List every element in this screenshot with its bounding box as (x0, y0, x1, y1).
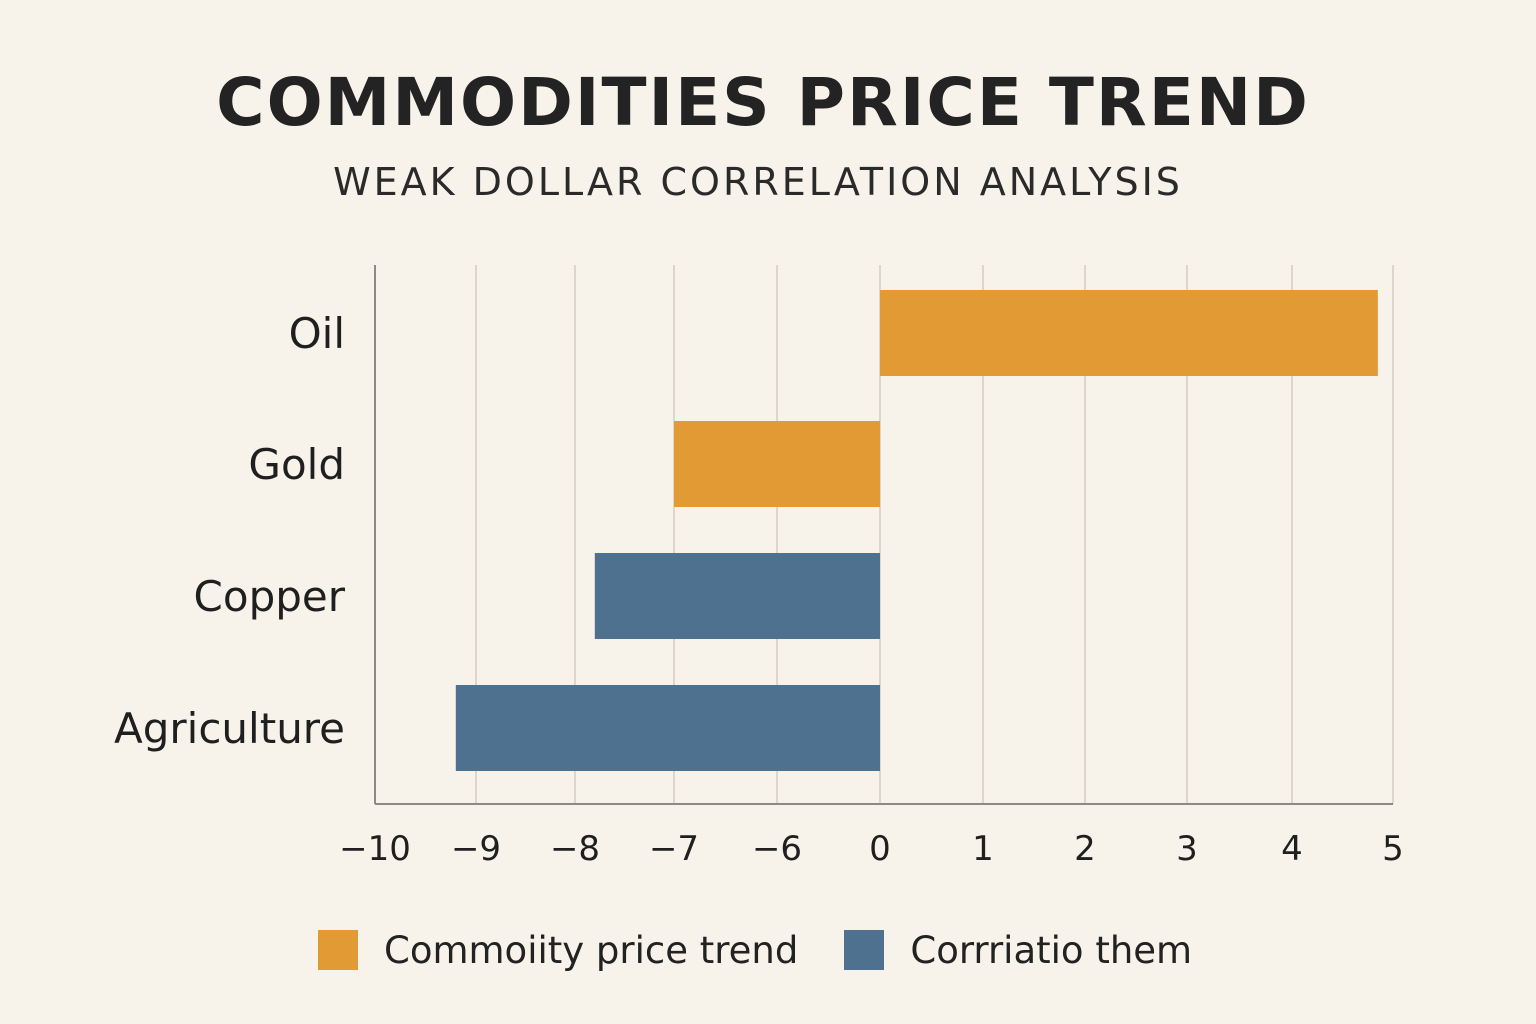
category-label-gold: Gold (248, 440, 345, 489)
x-tick-label: 5 (1382, 829, 1404, 869)
x-tick-label: −10 (339, 829, 411, 869)
legend-label-correlation: Corrriatio them (910, 928, 1193, 972)
category-labels: Oil Gold Copper Agriculture (114, 309, 346, 753)
category-label-oil: Oil (289, 309, 345, 358)
legend: Commoiity price trend Corrriatio them (318, 925, 1238, 975)
x-tick-label: 3 (1176, 829, 1198, 869)
chart-subtitle: WEAK DOLLAR CORRELATION ANALYSIS (333, 160, 1183, 204)
legend-swatch-correlation (844, 930, 885, 970)
bar-copper (594, 553, 880, 639)
chart-title: COMMODITIES PRICE TREND (216, 64, 1310, 141)
x-tick-label: −7 (649, 829, 699, 869)
bar-gold (674, 421, 880, 507)
axes (374, 265, 1393, 805)
x-tick-label: 1 (972, 829, 994, 869)
x-tick-label: 4 (1281, 829, 1303, 869)
bars (455, 290, 1378, 771)
category-label-agriculture: Agriculture (114, 704, 345, 753)
x-tick-labels: −10 −9 −8 −7 −6 0 1 2 3 4 5 (339, 829, 1404, 869)
bar-oil (880, 290, 1378, 376)
x-tick-label: −9 (451, 829, 501, 869)
legend-label-price-trend: Commoiity price trend (384, 928, 799, 972)
category-label-copper: Copper (194, 572, 346, 621)
legend-swatch-price-trend (318, 930, 358, 970)
bar-agriculture (455, 685, 880, 771)
x-tick-label: 2 (1074, 829, 1096, 869)
x-tick-label: 0 (869, 829, 891, 869)
x-tick-label: −8 (550, 829, 600, 869)
x-tick-label: −6 (752, 829, 802, 869)
legend-item-price-trend: Commoiity price trend (318, 929, 798, 972)
legend-item-correlation: Corrriatio them (844, 929, 1192, 972)
